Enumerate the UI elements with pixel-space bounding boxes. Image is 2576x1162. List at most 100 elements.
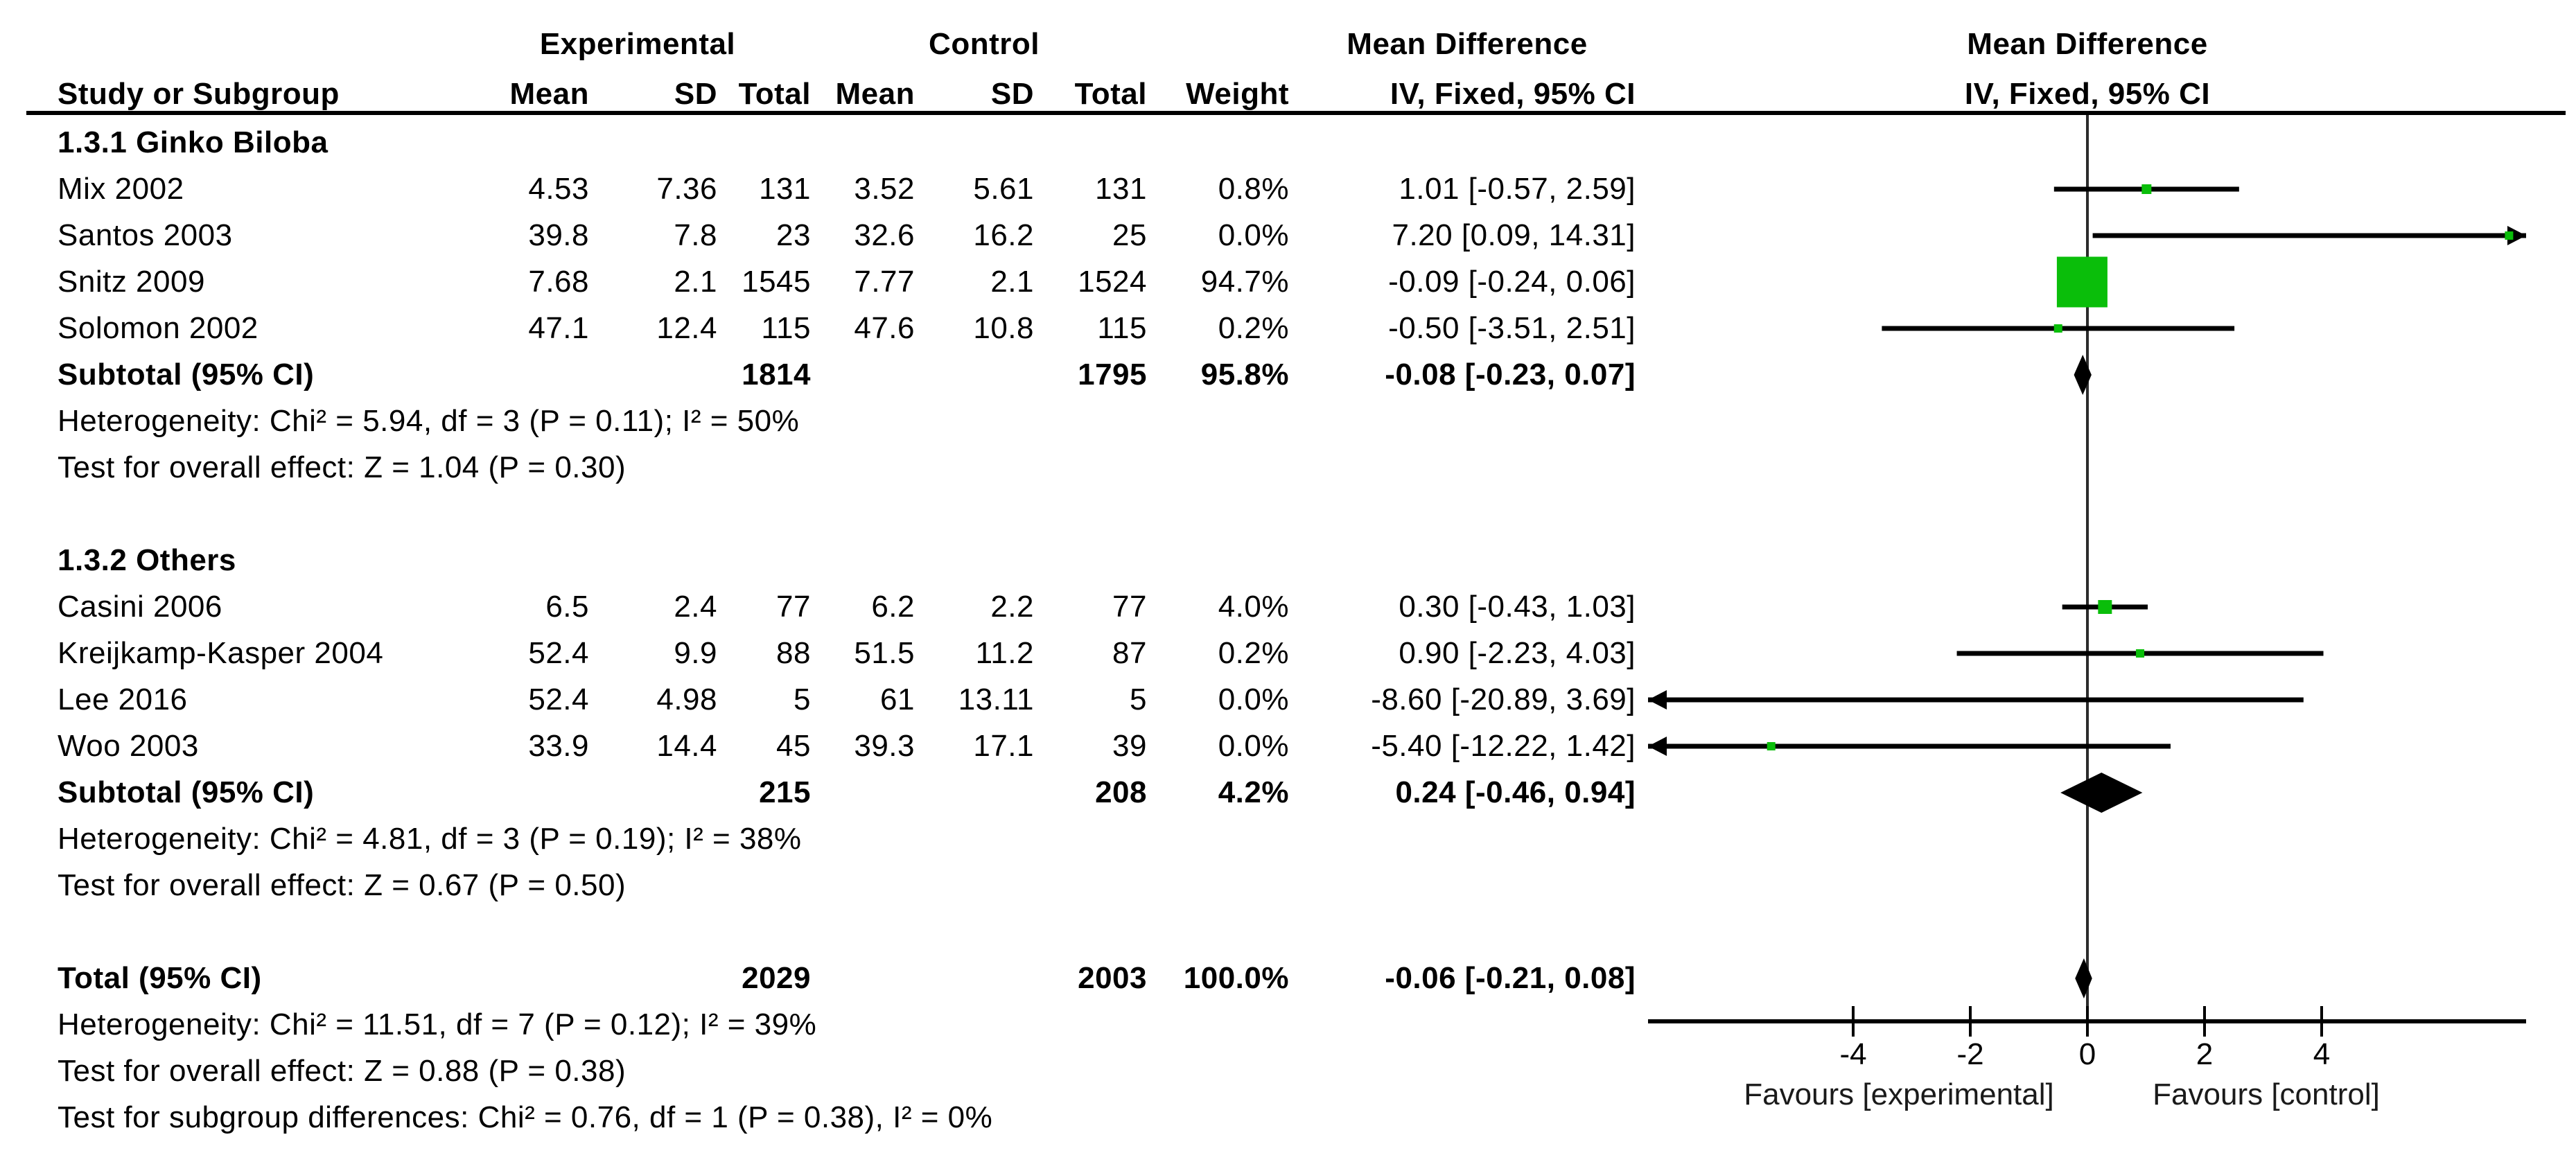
header-study-col: Study or Subgroup bbox=[58, 77, 340, 111]
ctl-mean: 39.3 bbox=[854, 729, 915, 763]
study-weight: 0.2% bbox=[1218, 311, 1289, 345]
total-weight: 100.0% bbox=[1183, 961, 1289, 995]
ctl-mean: 61 bbox=[880, 683, 915, 716]
study-weight: 0.0% bbox=[1218, 729, 1289, 763]
exp-total: 131 bbox=[759, 172, 811, 206]
axis-tick-label: 0 bbox=[2078, 1037, 2096, 1071]
effect-marker bbox=[2505, 231, 2514, 240]
ctl-total: 115 bbox=[1097, 311, 1147, 345]
study-name: Kreijkamp-Kasper 2004 bbox=[58, 636, 384, 670]
exp-sd: 14.4 bbox=[656, 729, 717, 763]
exp-sd: 9.9 bbox=[674, 636, 717, 670]
subtotal-ctotal: 208 bbox=[1095, 775, 1147, 809]
exp-total: 1545 bbox=[742, 265, 811, 299]
study-weight: 4.0% bbox=[1218, 590, 1289, 624]
ctl-sd: 17.1 bbox=[973, 729, 1034, 763]
total-stats-line: Test for subgroup differences: Chi² = 0.… bbox=[58, 1100, 993, 1134]
study-name: Casini 2006 bbox=[58, 590, 222, 624]
study-name: Solomon 2002 bbox=[58, 311, 259, 345]
exp-mean: 33.9 bbox=[528, 729, 589, 763]
ctl-total: 25 bbox=[1112, 218, 1147, 252]
header-iv-plot: IV, Fixed, 95% CI bbox=[1964, 77, 2211, 111]
subtotal-weight: 4.2% bbox=[1218, 775, 1289, 809]
effect-marker bbox=[2136, 649, 2145, 658]
effect-marker bbox=[2056, 256, 2108, 308]
effect-marker bbox=[1767, 742, 1776, 750]
exp-total: 77 bbox=[776, 590, 811, 624]
subtotal-ctotal: 1795 bbox=[1078, 358, 1147, 391]
ctl-total: 131 bbox=[1095, 172, 1147, 206]
ctl-sd: 16.2 bbox=[973, 218, 1034, 252]
ctl-sd: 13.11 bbox=[958, 683, 1034, 716]
header-md-plot: Mean Difference bbox=[1967, 27, 2208, 61]
ctl-sd: 2.2 bbox=[990, 590, 1034, 624]
subtotal-label: Subtotal (95% CI) bbox=[58, 358, 315, 391]
exp-total: 115 bbox=[761, 311, 811, 345]
overall-effect-line: Test for overall effect: Z = 0.67 (P = 0… bbox=[58, 868, 627, 902]
total-stats-line: Heterogeneity: Chi² = 11.51, df = 7 (P =… bbox=[58, 1007, 817, 1041]
pooled-diamond bbox=[2060, 773, 2143, 813]
ctl-sd: 2.1 bbox=[990, 265, 1034, 299]
ctl-total: 1524 bbox=[1078, 265, 1147, 299]
favours-left-label: Favours [experimental] bbox=[1744, 1077, 2054, 1111]
study-ci-text: -0.09 [-0.24, 0.06] bbox=[1388, 265, 1636, 299]
header-iv-text: IV, Fixed, 95% CI bbox=[1390, 77, 1636, 111]
exp-sd: 12.4 bbox=[656, 311, 717, 345]
study-ci-text: -5.40 [-12.22, 1.42] bbox=[1371, 729, 1636, 763]
header-ctl-total: Total bbox=[1074, 77, 1147, 111]
overall-effect-line: Test for overall effect: Z = 1.04 (P = 0… bbox=[58, 450, 627, 484]
ctl-total: 39 bbox=[1112, 729, 1147, 763]
subtotal-ci-text: 0.24 [-0.46, 0.94] bbox=[1395, 775, 1636, 809]
right-clip-arrow-icon bbox=[2507, 226, 2526, 245]
axis-tick-label: 2 bbox=[2196, 1037, 2214, 1071]
subgroup-title: 1.3.2 Others bbox=[58, 543, 236, 577]
header-weight-col: Weight bbox=[1186, 77, 1289, 111]
header-separator bbox=[26, 111, 2566, 115]
study-weight: 0.2% bbox=[1218, 636, 1289, 670]
ctl-sd: 5.61 bbox=[973, 172, 1034, 206]
subtotal-total: 215 bbox=[759, 775, 811, 809]
exp-mean: 47.1 bbox=[528, 311, 589, 345]
study-ci-text: 0.90 [-2.23, 4.03] bbox=[1399, 636, 1636, 670]
ctl-sd: 11.2 bbox=[975, 636, 1034, 670]
axis-tick-label: -2 bbox=[1956, 1037, 1984, 1071]
header-ctl-mean: Mean bbox=[835, 77, 915, 111]
header-exp-total: Total bbox=[738, 77, 811, 111]
subtotal-total: 1814 bbox=[742, 358, 811, 391]
exp-total: 45 bbox=[776, 729, 811, 763]
total-ctotal: 2003 bbox=[1078, 961, 1147, 995]
header-exp-sd: SD bbox=[674, 77, 717, 111]
ctl-total: 77 bbox=[1112, 590, 1147, 624]
ctl-mean: 32.6 bbox=[854, 218, 915, 252]
pooled-diamond bbox=[2075, 958, 2092, 998]
study-ci-text: 0.30 [-0.43, 1.03] bbox=[1399, 590, 1636, 624]
exp-sd: 2.4 bbox=[674, 590, 717, 624]
heterogeneity-line: Heterogeneity: Chi² = 5.94, df = 3 (P = … bbox=[58, 404, 800, 438]
exp-sd: 7.36 bbox=[656, 172, 717, 206]
header-control-group: Control bbox=[929, 27, 1040, 61]
left-clip-arrow-icon bbox=[1648, 737, 1667, 756]
ctl-mean: 3.52 bbox=[854, 172, 915, 206]
axis-tick-label: -4 bbox=[1839, 1037, 1867, 1071]
exp-mean: 4.53 bbox=[528, 172, 589, 206]
study-name: Snitz 2009 bbox=[58, 265, 205, 299]
study-ci-text: 1.01 [-0.57, 2.59] bbox=[1399, 172, 1636, 206]
header-experimental-group: Experimental bbox=[539, 27, 736, 61]
study-weight: 94.7% bbox=[1200, 265, 1289, 299]
header-exp-mean: Mean bbox=[509, 77, 589, 111]
ctl-mean: 47.6 bbox=[854, 311, 915, 345]
exp-mean: 39.8 bbox=[528, 218, 589, 252]
ctl-mean: 51.5 bbox=[854, 636, 915, 670]
exp-total: 88 bbox=[776, 636, 811, 670]
axis-tick-label: 4 bbox=[2313, 1037, 2331, 1071]
study-name: Lee 2016 bbox=[58, 683, 188, 716]
ctl-total: 87 bbox=[1112, 636, 1147, 670]
exp-mean: 6.5 bbox=[545, 590, 589, 624]
ctl-mean: 7.77 bbox=[854, 265, 915, 299]
exp-sd: 7.8 bbox=[674, 218, 717, 252]
subgroup-title: 1.3.1 Ginko Biloba bbox=[58, 125, 328, 159]
ctl-mean: 6.2 bbox=[871, 590, 915, 624]
exp-total: 5 bbox=[794, 683, 811, 716]
